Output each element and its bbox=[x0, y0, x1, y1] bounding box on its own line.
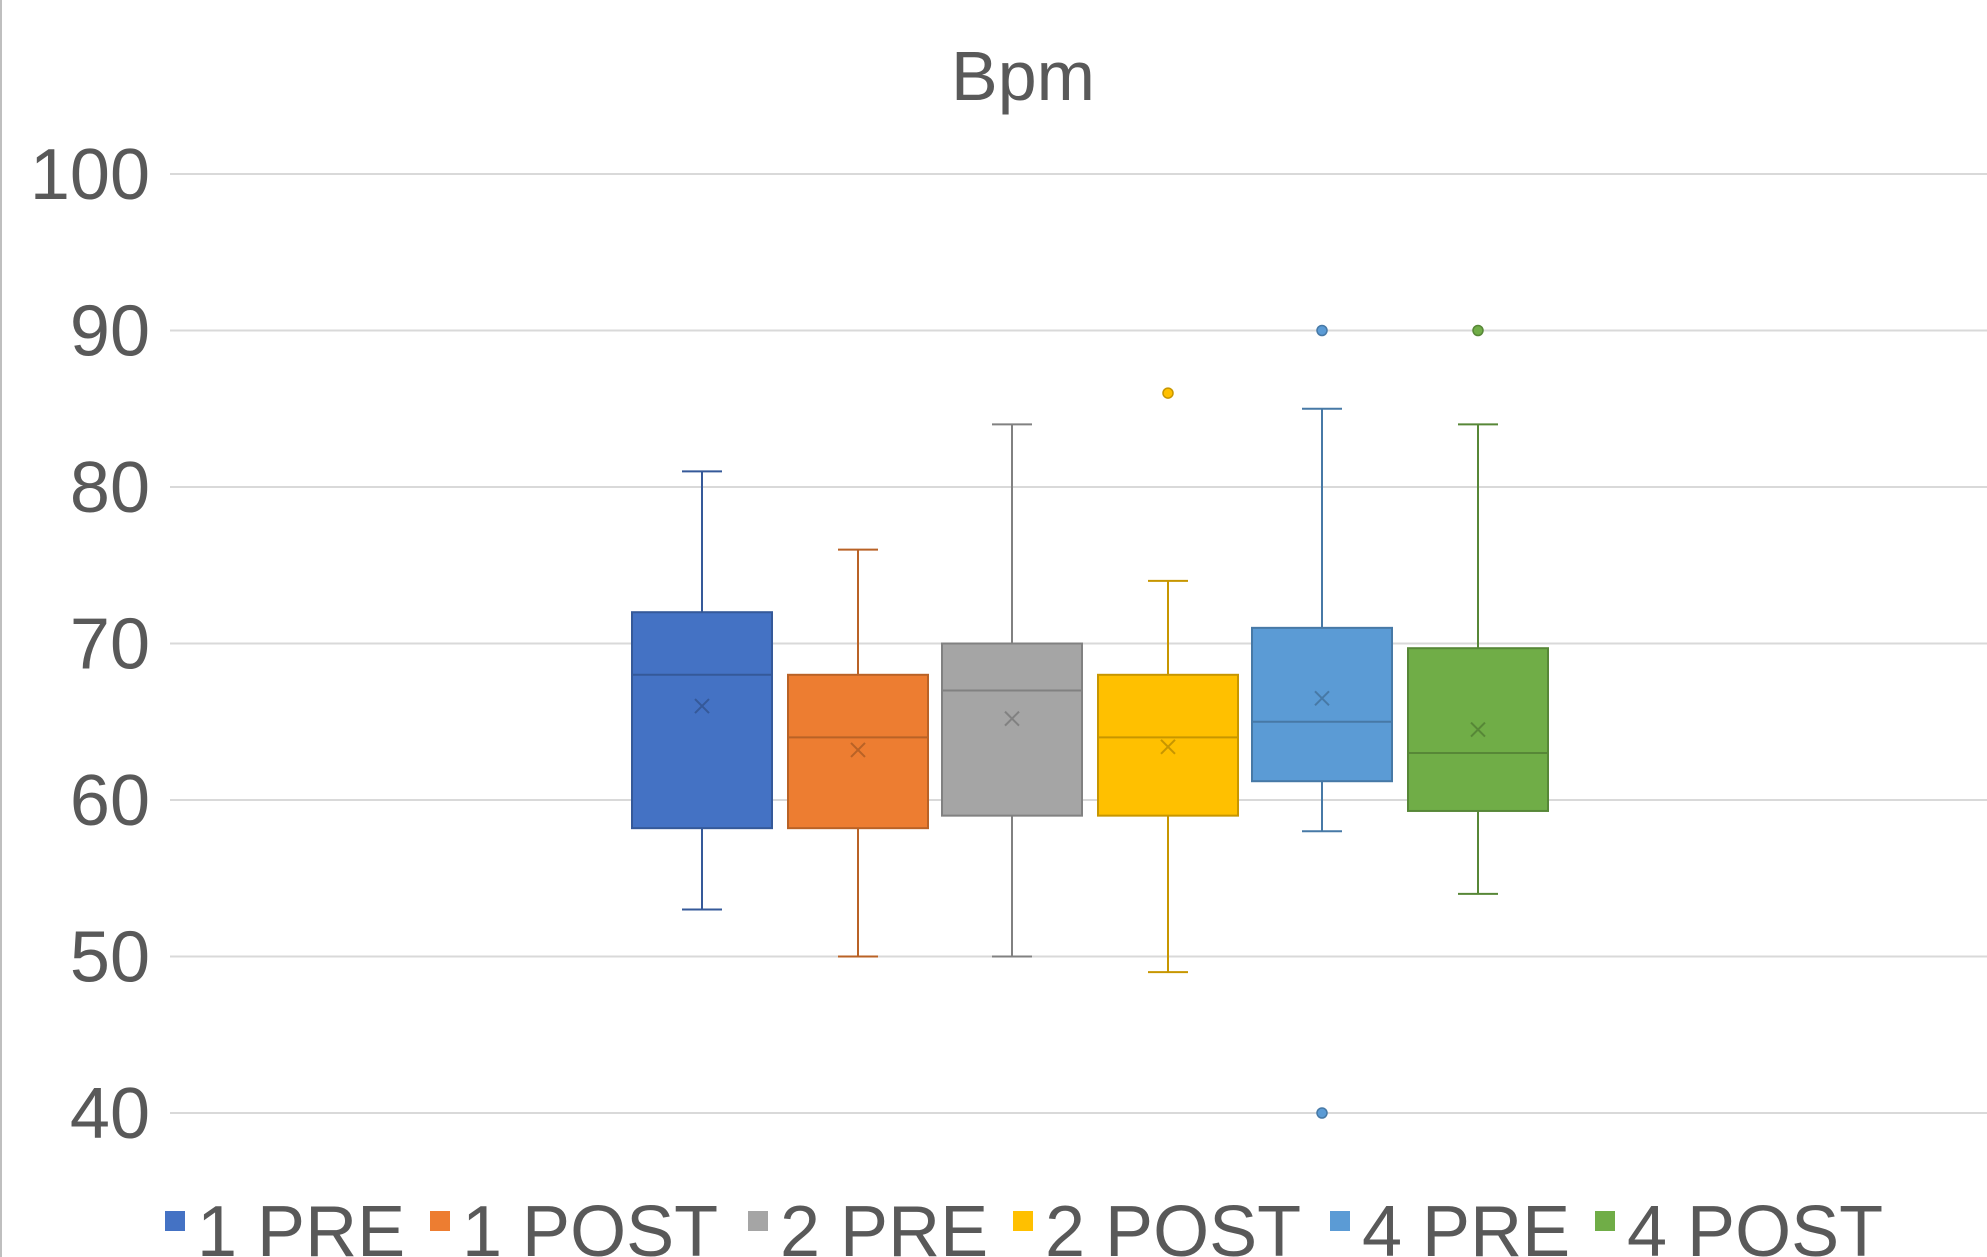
box-4-post bbox=[1407, 324, 1549, 895]
legend-swatch bbox=[1595, 1211, 1615, 1231]
legend-label: 1 POST bbox=[462, 1192, 718, 1257]
frame-edge bbox=[0, 0, 2, 1257]
mean-marker bbox=[1314, 690, 1330, 706]
y-tick-label: 100 bbox=[30, 135, 150, 215]
legend-item: 4 POST bbox=[1595, 1192, 1883, 1257]
box-series bbox=[631, 324, 1549, 1119]
chart-title: Bpm bbox=[951, 37, 1095, 115]
legend-item: 1 PRE bbox=[165, 1192, 405, 1257]
box-2-post bbox=[1097, 387, 1239, 974]
interquartile-box bbox=[787, 673, 929, 830]
interquartile-box bbox=[941, 642, 1083, 817]
interquartile-box bbox=[1097, 673, 1239, 817]
legend-swatch bbox=[748, 1211, 768, 1231]
legend-swatch bbox=[430, 1211, 450, 1231]
legend-swatch bbox=[165, 1211, 185, 1231]
legend: 1 PRE 1 POST 2 PRE 2 POST 4 PRE 4 POST bbox=[165, 1192, 1883, 1257]
box-2-pre bbox=[941, 423, 1083, 958]
mean-marker bbox=[1004, 710, 1020, 727]
mean-marker bbox=[1160, 739, 1176, 755]
legend-item: 1 POST bbox=[430, 1192, 718, 1257]
y-tick-label: 60 bbox=[70, 761, 150, 841]
gridlines bbox=[170, 173, 1987, 1114]
legend-item: 2 PRE bbox=[748, 1192, 988, 1257]
y-tick-label: 40 bbox=[70, 1074, 150, 1154]
mean-marker bbox=[694, 698, 710, 714]
mean-marker bbox=[850, 742, 866, 758]
y-tick-label: 50 bbox=[70, 918, 150, 998]
outlier-point bbox=[1472, 324, 1484, 337]
legend-swatch bbox=[1013, 1211, 1033, 1231]
interquartile-box bbox=[631, 611, 773, 830]
legend-item: 4 PRE bbox=[1330, 1192, 1570, 1257]
y-tick-label: 90 bbox=[70, 292, 150, 372]
legend-label: 4 POST bbox=[1627, 1192, 1883, 1257]
mean-marker bbox=[1470, 721, 1486, 738]
box-1-pre bbox=[631, 470, 773, 911]
outlier-point bbox=[1162, 387, 1174, 399]
y-axis-ticks: 40 50 60 70 80 90 100 bbox=[30, 135, 150, 1154]
y-tick-label: 80 bbox=[70, 448, 150, 528]
legend-label: 4 PRE bbox=[1362, 1192, 1570, 1257]
legend-item: 2 POST bbox=[1013, 1192, 1301, 1257]
legend-label: 2 POST bbox=[1045, 1192, 1301, 1257]
box-1-post bbox=[787, 548, 929, 958]
legend-label: 2 PRE bbox=[780, 1192, 988, 1257]
interquartile-box bbox=[1251, 626, 1393, 783]
outlier-point bbox=[1316, 324, 1328, 337]
y-tick-label: 70 bbox=[70, 605, 150, 685]
outlier-point bbox=[1316, 1107, 1328, 1119]
legend-swatch bbox=[1330, 1211, 1350, 1231]
box-4-pre bbox=[1251, 324, 1393, 1119]
legend-label: 1 PRE bbox=[197, 1192, 405, 1257]
